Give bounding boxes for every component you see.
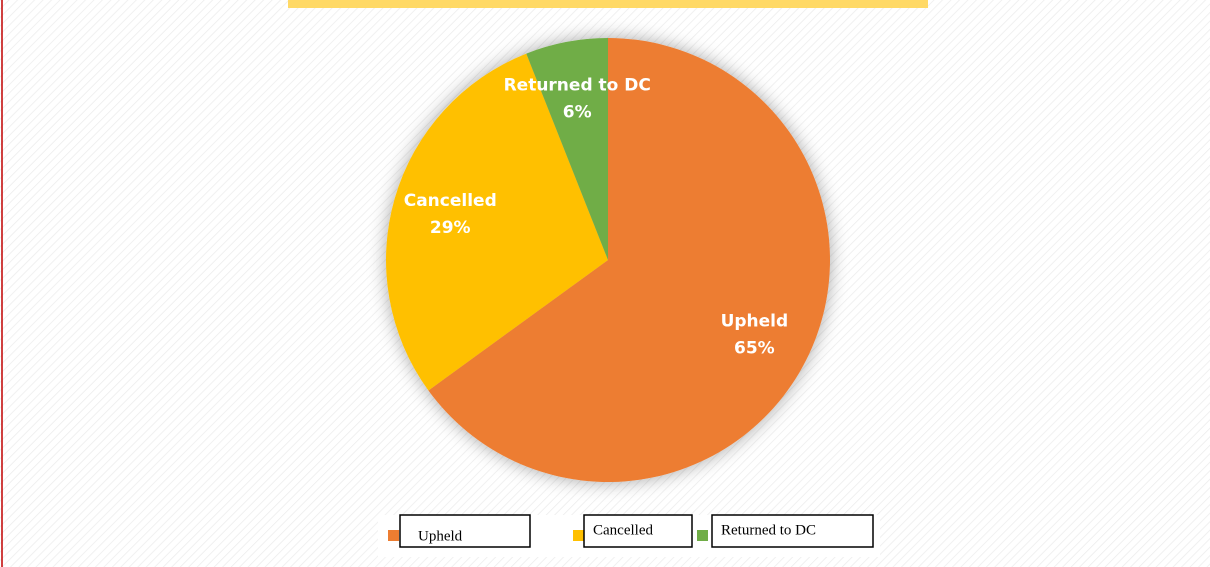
slice-value-label: 65%	[734, 339, 775, 359]
pie-slice	[385, 53, 608, 391]
pie-slice	[526, 38, 608, 260]
slice-category-label: Cancelled	[404, 191, 497, 211]
legend-box	[399, 514, 531, 548]
legend-marker	[388, 530, 399, 541]
legend-label: Returned to DC	[721, 522, 816, 538]
legend-label: Upheld	[418, 528, 463, 544]
pie	[385, 38, 830, 483]
legend-box	[711, 514, 874, 548]
header-bar	[288, 0, 928, 8]
slice-category-label: Upheld	[721, 312, 789, 332]
legend-marker	[697, 530, 708, 541]
legend-label: Cancelled	[593, 522, 653, 538]
pie-slice	[428, 38, 830, 483]
legend-marker	[573, 530, 584, 541]
slice-value-label: 29%	[430, 218, 471, 238]
slice-value-label: 6%	[563, 103, 592, 123]
slice-category-label: Returned to DC	[504, 76, 651, 96]
legend-box	[583, 514, 693, 548]
